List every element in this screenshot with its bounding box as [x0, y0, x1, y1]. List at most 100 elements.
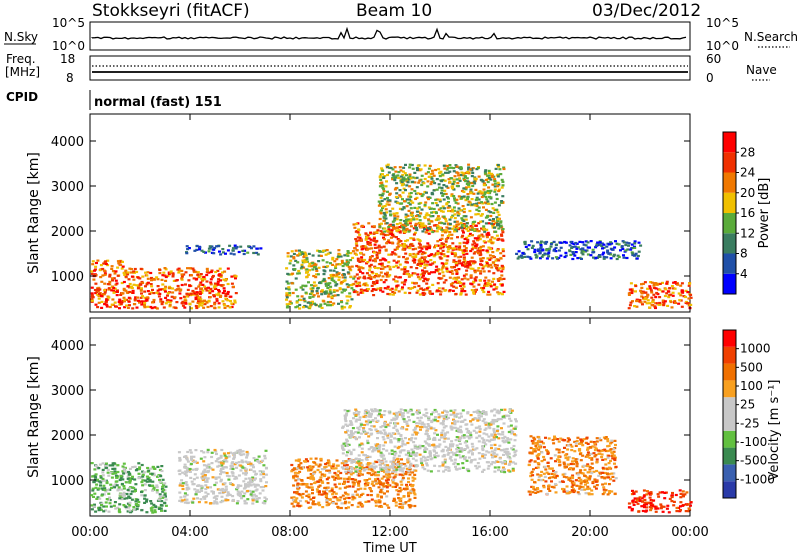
data-cell	[376, 493, 380, 496]
data-cell	[457, 454, 461, 457]
data-cell	[434, 244, 438, 248]
data-cell	[180, 275, 184, 278]
data-cell	[239, 453, 243, 457]
data-cell	[485, 433, 489, 436]
data-cell	[379, 259, 382, 262]
data-cell	[454, 201, 458, 204]
data-cell	[377, 200, 381, 203]
data-cell	[303, 259, 307, 262]
data-cell	[118, 511, 122, 514]
data-cell	[497, 188, 501, 191]
data-cell	[437, 287, 441, 290]
data-cell	[454, 286, 458, 289]
data-cell	[298, 249, 301, 252]
data-cell	[480, 263, 484, 267]
data-cell	[352, 282, 356, 286]
colorbar-swatch	[723, 172, 736, 193]
data-cell	[408, 419, 411, 422]
data-cell	[381, 448, 385, 451]
data-cell	[100, 306, 104, 309]
data-cell	[328, 490, 332, 493]
data-cell	[400, 281, 404, 284]
data-cell	[255, 488, 259, 491]
data-cell	[145, 511, 149, 514]
data-cell	[217, 461, 221, 464]
data-cell	[128, 509, 132, 512]
data-cell	[445, 267, 449, 270]
data-cell	[295, 467, 299, 470]
data-cell	[641, 303, 644, 306]
data-cell	[230, 302, 234, 305]
data-cell	[203, 299, 206, 302]
data-cell	[301, 306, 305, 309]
data-cell	[407, 504, 411, 507]
data-cell	[398, 226, 402, 229]
data-cell	[457, 195, 461, 198]
data-cell	[381, 275, 385, 278]
data-cell	[487, 290, 491, 293]
data-cell	[221, 483, 225, 486]
data-cell	[501, 195, 505, 198]
data-cell	[643, 281, 647, 284]
data-cell	[502, 453, 505, 456]
data-cell	[492, 277, 496, 280]
data-cell	[412, 464, 416, 467]
data-cell	[404, 279, 408, 282]
data-cell	[378, 175, 382, 178]
data-cell	[351, 493, 355, 496]
data-cell	[386, 478, 390, 481]
data-cell	[329, 262, 332, 265]
data-cell	[195, 293, 199, 296]
data-cell	[124, 275, 128, 278]
data-cell	[367, 222, 371, 225]
data-cell	[344, 420, 348, 423]
data-cell	[354, 238, 358, 241]
data-cell	[453, 197, 456, 200]
data-cell	[305, 276, 309, 279]
colorbar-swatch	[723, 192, 736, 213]
data-cell	[219, 294, 223, 297]
data-cell	[361, 267, 365, 270]
data-cell	[309, 457, 313, 460]
data-cell	[218, 267, 222, 270]
data-cell	[380, 167, 384, 170]
data-cell	[486, 200, 490, 203]
data-cell	[217, 302, 221, 305]
data-cell	[422, 423, 426, 426]
data-cell	[549, 243, 553, 246]
data-cell	[478, 190, 482, 193]
data-cell	[356, 426, 360, 429]
data-cell	[411, 476, 415, 479]
data-cell	[396, 493, 400, 496]
data-region	[185, 244, 263, 256]
data-cell	[438, 200, 442, 203]
data-cell	[464, 180, 468, 183]
data-cell	[501, 228, 505, 231]
data-cell	[189, 476, 193, 479]
data-cell	[413, 189, 417, 193]
data-cell	[417, 181, 421, 184]
data-cell	[488, 282, 492, 285]
data-cell	[92, 480, 96, 483]
data-cell	[218, 273, 222, 276]
data-cell	[337, 249, 341, 252]
data-cell	[473, 251, 477, 254]
data-cell	[380, 231, 384, 234]
data-cell	[295, 301, 299, 304]
data-cell	[111, 464, 115, 467]
data-cell	[470, 248, 474, 251]
data-cell	[499, 221, 503, 224]
data-cell	[396, 242, 400, 245]
data-cell	[173, 296, 177, 299]
data-cell	[381, 206, 384, 210]
data-cell	[399, 480, 403, 483]
data-cell	[440, 234, 444, 237]
data-cell	[352, 223, 356, 226]
data-cell	[392, 459, 396, 462]
data-cell	[472, 252, 476, 255]
data-cell	[453, 252, 457, 255]
data-cell	[508, 462, 512, 465]
data-cell	[457, 212, 461, 215]
data-cell	[617, 243, 621, 246]
